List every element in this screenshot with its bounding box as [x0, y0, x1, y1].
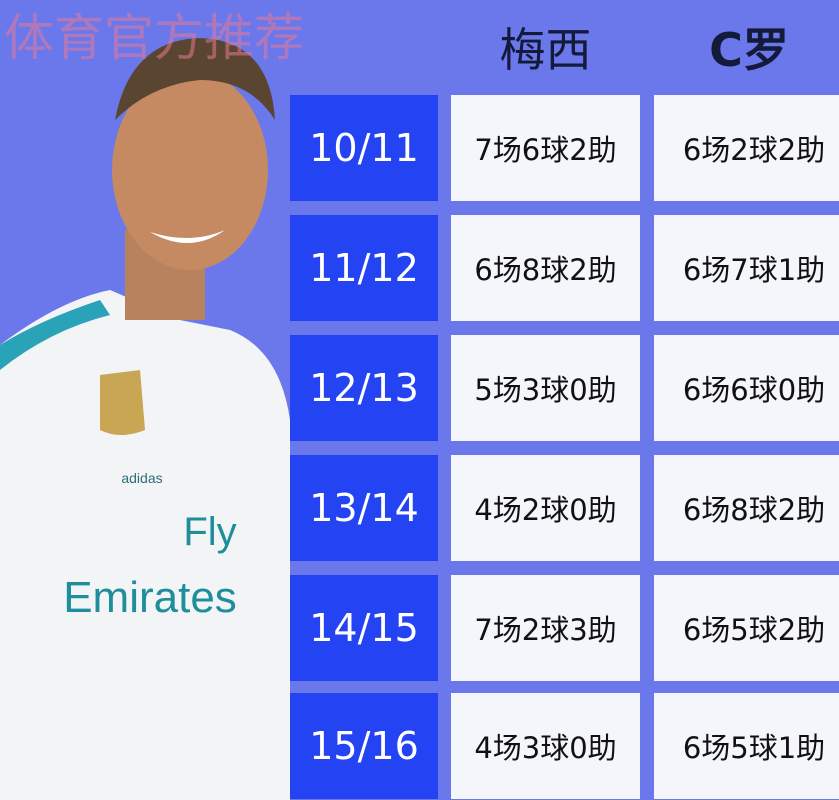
table-row: 12/13 5场3球0助 6场6球0助 [290, 335, 839, 441]
jersey-sponsor-line1: Fly [183, 510, 236, 554]
messi-stats: 5场3球0助 [451, 335, 640, 441]
player-photo: adidas Fly Emirates [0, 38, 290, 800]
table-row: 15/16 4场3球0助 6场5球1助 [290, 693, 839, 799]
season-label: 12/13 [290, 335, 438, 441]
header-ronaldo: C罗 [709, 23, 789, 77]
messi-stats: 4场2球0助 [451, 455, 640, 561]
season-label: 14/15 [290, 575, 438, 681]
season-label: 10/11 [290, 95, 438, 201]
season-label: 13/14 [290, 455, 438, 561]
ronaldo-stats: 6场6球0助 [654, 335, 839, 441]
messi-stats: 7场2球3助 [451, 575, 640, 681]
table-row: 13/14 4场2球0助 6场8球2助 [290, 455, 839, 561]
jersey-brand: adidas [121, 470, 162, 486]
ronaldo-stats: 6场7球1助 [654, 215, 839, 321]
header-messi: 梅西 [499, 23, 592, 77]
table-row: 11/12 6场8球2助 6场7球1助 [290, 215, 839, 321]
messi-stats: 4场3球0助 [451, 693, 640, 799]
messi-stats: 6场8球2助 [451, 215, 640, 321]
watermark: 体育官方推荐 [4, 9, 304, 67]
ronaldo-stats: 6场8球2助 [654, 455, 839, 561]
ronaldo-stats: 6场5球2助 [654, 575, 839, 681]
table-row: 14/15 7场2球3助 6场5球2助 [290, 575, 839, 681]
ronaldo-stats: 6场2球2助 [654, 95, 839, 201]
season-label: 15/16 [290, 693, 438, 799]
ronaldo-stats: 6场5球1助 [654, 693, 839, 799]
jersey-sponsor-line2: Emirates [63, 573, 237, 622]
season-label: 11/12 [290, 215, 438, 321]
table-row: 10/11 7场6球2助 6场2球2助 [290, 95, 839, 201]
messi-stats: 7场6球2助 [451, 95, 640, 201]
